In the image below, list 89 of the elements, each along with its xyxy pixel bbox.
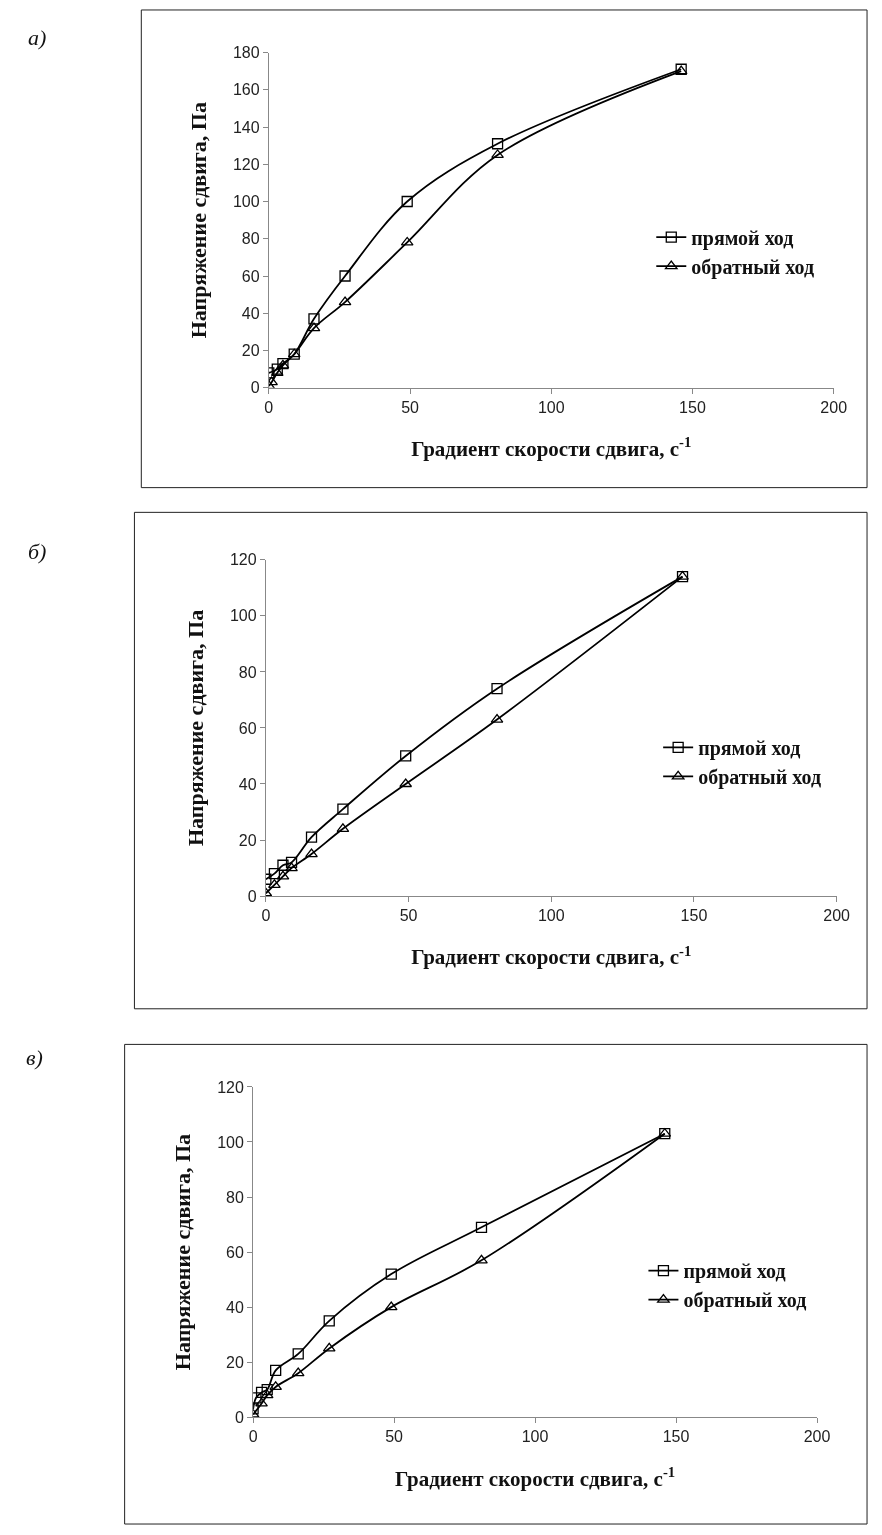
x-tick-label: 150 — [679, 398, 706, 416]
point — [400, 236, 414, 246]
point — [271, 363, 283, 375]
point — [322, 1342, 336, 1352]
x-tick-label: 100 — [521, 1428, 549, 1446]
x-tick-label: 200 — [823, 907, 851, 925]
point — [261, 1384, 273, 1396]
legend-label: прямой ход — [683, 1260, 786, 1284]
y-tick-label: 20 — [241, 342, 260, 360]
point — [255, 1397, 268, 1407]
point — [400, 750, 412, 762]
point — [399, 778, 413, 788]
legend-label: обратный ход — [698, 766, 822, 790]
point — [323, 1315, 335, 1327]
point — [384, 1301, 398, 1311]
text: б) — [28, 539, 47, 564]
y-tick-label: 20 — [226, 1353, 245, 1371]
y-tick-label: 180 — [232, 44, 260, 62]
point — [475, 1221, 488, 1233]
y-axis-title: Напряжение сдвига, Па — [170, 1133, 195, 1371]
x-tick-label: 50 — [399, 907, 418, 925]
point — [338, 296, 352, 306]
y-tick-label: 120 — [232, 155, 260, 173]
point — [491, 149, 504, 159]
y-tick-label: 100 — [217, 1133, 244, 1151]
x-tick-label: 0 — [264, 398, 274, 416]
point — [291, 1367, 305, 1377]
point — [270, 1364, 282, 1377]
x-tick-label: 200 — [820, 398, 848, 416]
x-axis-title: Градиент скорости сдвига, с$^{-1}$ — [411, 942, 692, 970]
legend-label: прямой ход — [691, 226, 794, 250]
x-tick-label: 50 — [385, 1428, 404, 1446]
point — [337, 803, 349, 815]
y-tick-label: 20 — [238, 831, 257, 849]
y-tick-label: 80 — [226, 1188, 245, 1206]
x-tick-label: 150 — [680, 907, 708, 925]
point — [385, 1268, 397, 1280]
text: в) — [26, 1045, 43, 1070]
point — [307, 322, 321, 332]
point — [401, 195, 413, 208]
y-tick-label: 80 — [241, 230, 260, 248]
point — [490, 713, 504, 723]
y-tick-label: 40 — [226, 1298, 245, 1316]
point — [255, 1386, 268, 1399]
x-tick-label: 0 — [261, 907, 271, 925]
legend-label: обратный ход — [683, 1289, 807, 1313]
point — [292, 1348, 304, 1360]
point — [475, 1254, 488, 1264]
y-tick-label: 80 — [238, 663, 257, 681]
x-tick-label: 200 — [803, 1428, 831, 1446]
y-tick-label: 0 — [250, 379, 260, 397]
y-tick-label: 0 — [247, 887, 257, 905]
point — [285, 862, 298, 872]
x-tick-label: 50 — [401, 398, 420, 416]
y-axis-title: Напряжение сдвига, Па — [182, 609, 208, 847]
point — [277, 859, 289, 871]
y-tick-label: 60 — [241, 267, 260, 285]
point — [285, 856, 298, 869]
point — [276, 870, 290, 880]
y-tick-label: 160 — [232, 81, 260, 99]
x-axis-title: Градиент скорости сдвига, с$^{-1}$ — [394, 1463, 676, 1491]
legend-label: прямой ход — [698, 737, 801, 761]
point — [305, 848, 318, 858]
point — [269, 1381, 283, 1391]
y-tick-label: 40 — [238, 775, 257, 793]
point — [308, 313, 320, 325]
point — [659, 1128, 671, 1140]
point — [491, 138, 504, 150]
text: а) — [28, 25, 47, 50]
y-tick-label: 60 — [238, 719, 257, 737]
point — [491, 683, 503, 695]
x-tick-label: 100 — [537, 907, 565, 925]
point — [305, 831, 318, 843]
y-tick-label: 60 — [226, 1243, 245, 1261]
point — [339, 270, 351, 282]
point — [260, 1389, 274, 1399]
y-tick-label: 120 — [229, 551, 257, 569]
y-axis-title: Напряжение сдвига, Па — [185, 102, 211, 339]
x-tick-label: 150 — [662, 1428, 690, 1446]
y-tick-label: 0 — [235, 1408, 244, 1426]
x-tick-label: 100 — [537, 398, 565, 416]
y-tick-label: 40 — [241, 304, 260, 322]
x-axis-title: Градиент скорости сдвига, с$^{-1}$ — [411, 434, 692, 462]
y-tick-label: 100 — [232, 193, 260, 211]
point — [268, 867, 281, 880]
legend-label: обратный ход — [691, 255, 815, 279]
y-tick-label: 120 — [217, 1078, 244, 1096]
y-tick-label: 140 — [232, 118, 260, 136]
y-tick-label: 100 — [229, 607, 257, 625]
